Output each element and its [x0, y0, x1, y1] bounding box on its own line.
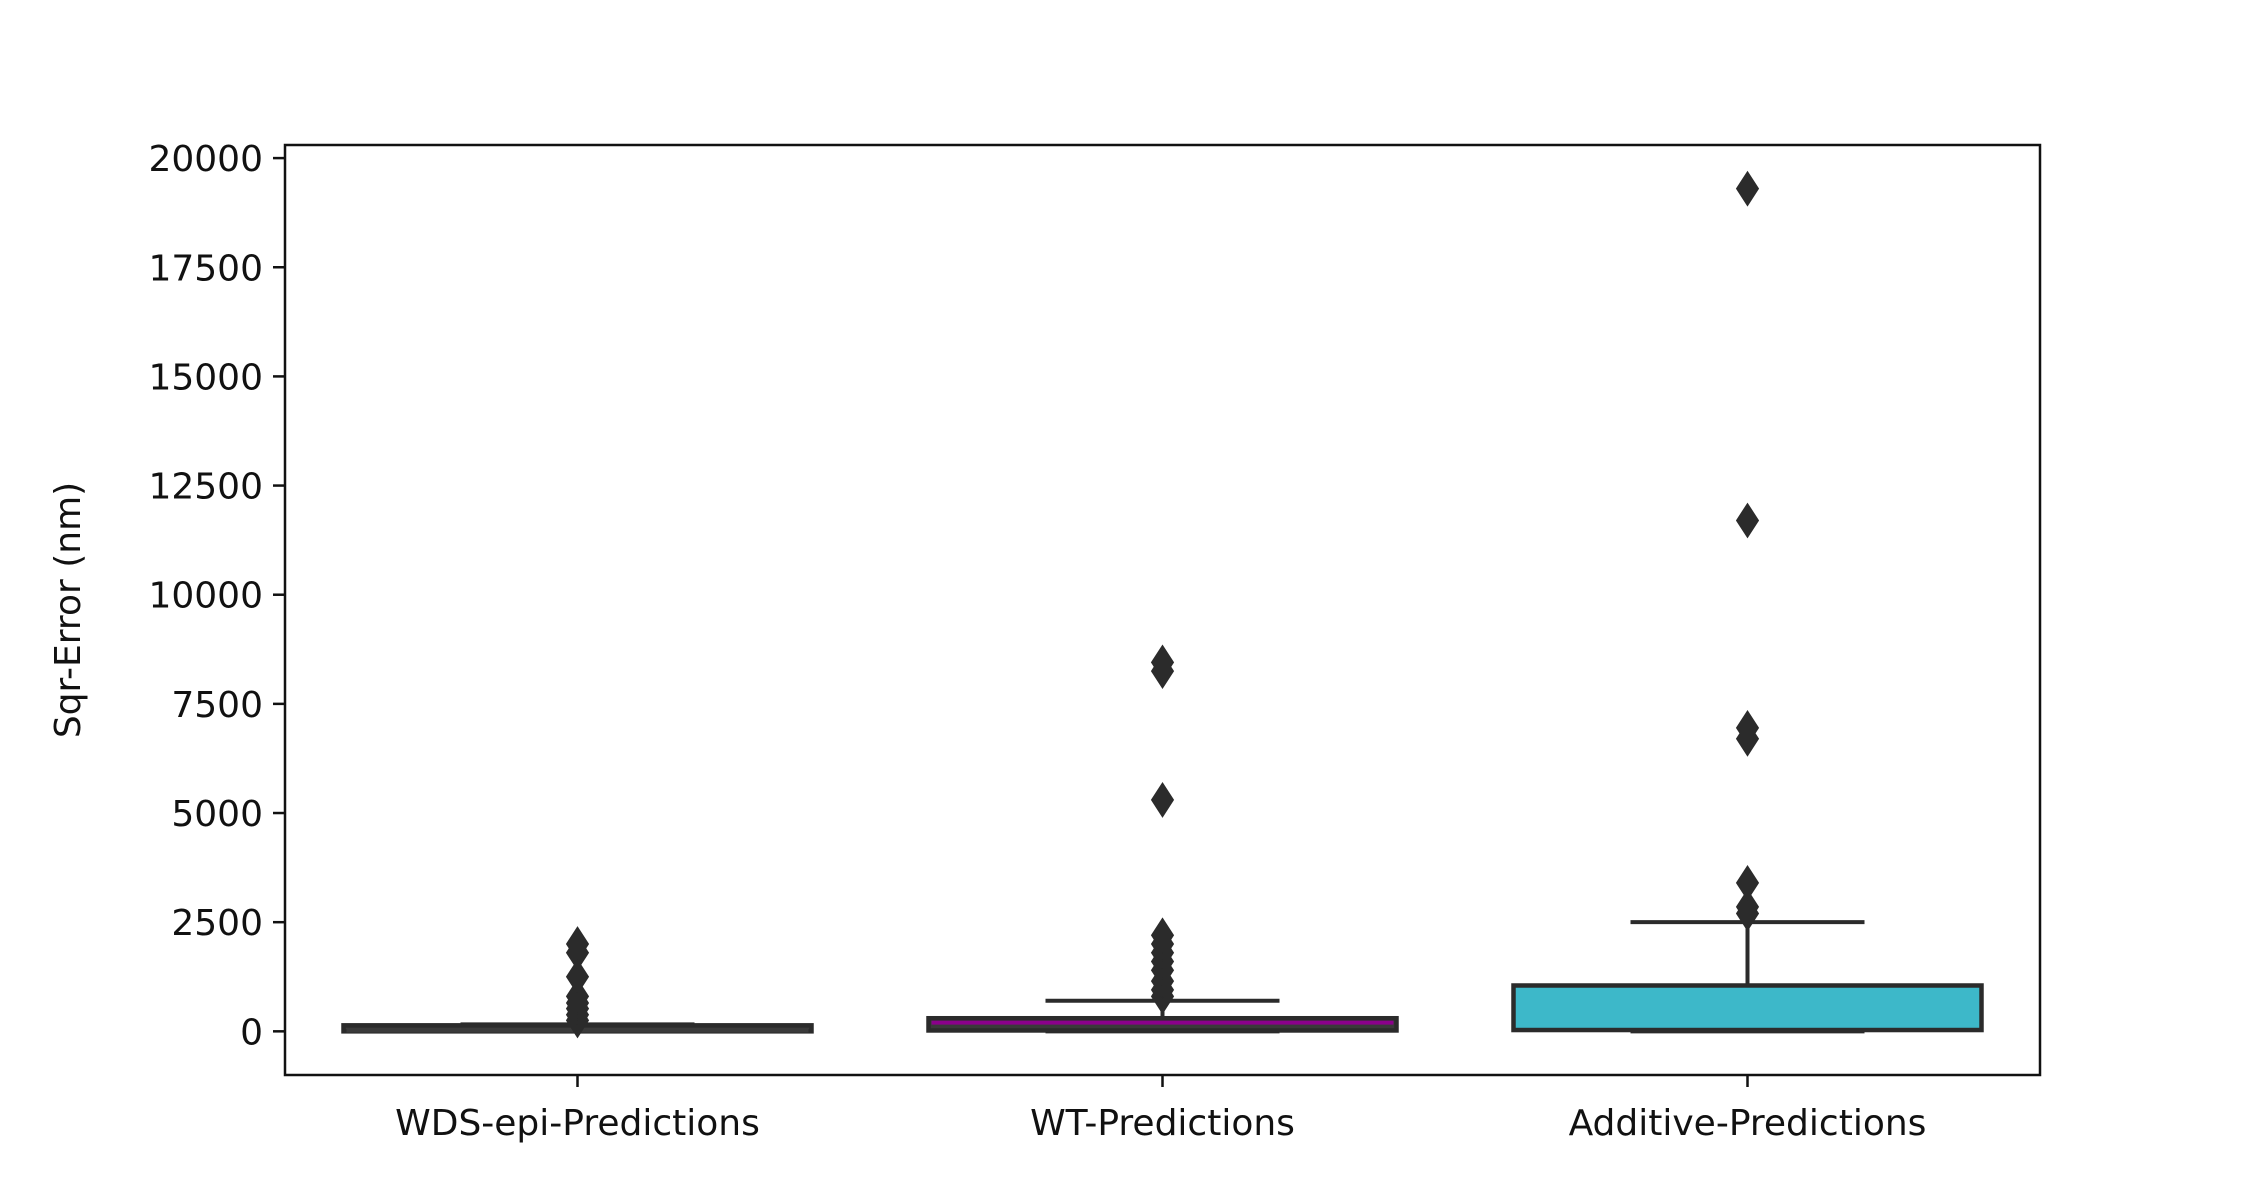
outlier-point	[565, 958, 590, 995]
y-tick-label: 7500	[171, 685, 263, 726]
box-group	[341, 926, 814, 1039]
outlier-point	[1735, 864, 1760, 901]
y-tick-label: 17500	[148, 248, 263, 289]
y-tick-label: 10000	[148, 576, 263, 617]
box-group	[1511, 170, 1984, 1034]
outlier-point	[1735, 709, 1760, 746]
outlier-point	[1735, 502, 1760, 539]
outlier-point	[1735, 888, 1760, 925]
outlier-point	[1150, 782, 1175, 818]
x-tick-label: WT-Predictions	[1030, 1103, 1295, 1144]
y-tick-label: 0	[240, 1012, 263, 1053]
outlier-point	[565, 978, 590, 1015]
y-tick-label: 15000	[148, 357, 263, 398]
x-tick-label: WDS-epi-Predictions	[395, 1103, 760, 1144]
y-tick-label: 2500	[171, 903, 263, 944]
outlier-point	[1150, 917, 1175, 954]
outlier-point	[1150, 644, 1175, 681]
y-axis-title: Sqr-Error (nm)	[48, 482, 89, 738]
y-tick-label: 12500	[148, 467, 263, 508]
y-axis: 0 2500 5000 7500 10000 12500 15000 17500 20000	[148, 139, 285, 1053]
box-group	[926, 644, 1399, 1034]
plot-area	[341, 170, 1984, 1039]
y-tick-label: 20000	[148, 139, 263, 180]
outlier-point	[565, 926, 590, 962]
outlier-point	[1735, 170, 1760, 207]
iqr-box	[1511, 983, 1984, 1033]
y-tick-label: 5000	[171, 794, 263, 835]
x-axis: WDS-epi-Predictions WT-Predictions Additiv…	[395, 1075, 1926, 1144]
x-tick-label: Additive-Predictions	[1569, 1103, 1927, 1144]
